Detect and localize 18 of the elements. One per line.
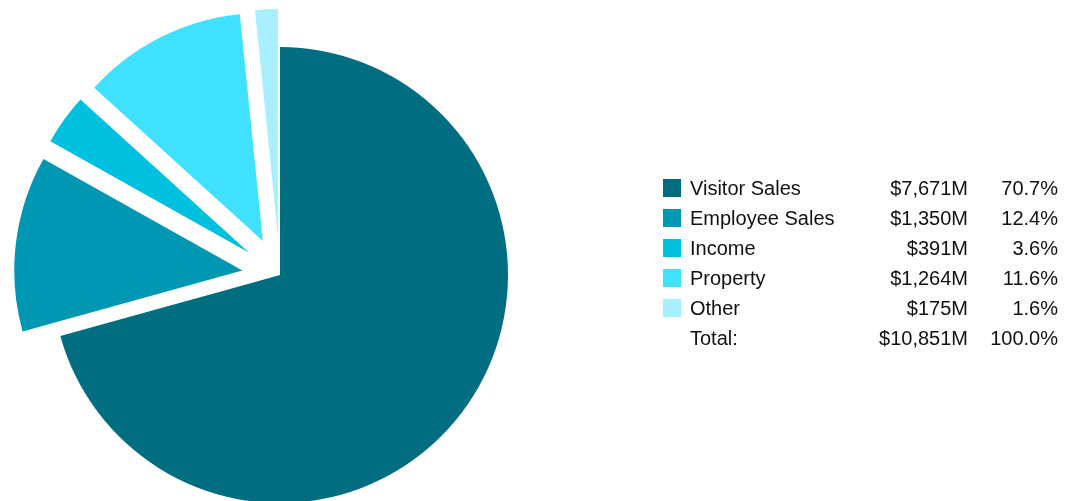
text: $10,851M [879,327,968,349]
text: 11.6% [1002,267,1059,289]
text: 12.4% [1001,207,1059,229]
legend-label: Property [690,267,766,289]
text: Total: [690,327,738,349]
legend-label: Income [690,237,756,259]
legend-label: Visitor Sales [690,177,801,199]
data-label: $1,264M [890,267,968,289]
data-label: $1,350M [890,207,968,229]
data-label: $391M [906,237,968,259]
data-label: $175M [906,297,968,319]
text: 100.0% [990,327,1059,349]
text: 1.6% [1012,297,1059,319]
legend-label: Employee Sales [690,207,835,229]
data-label: $7,671M [890,177,968,199]
text: 70.7% [1001,177,1059,199]
text: 3.6% [1012,237,1059,259]
legend-label: Other [690,297,741,319]
